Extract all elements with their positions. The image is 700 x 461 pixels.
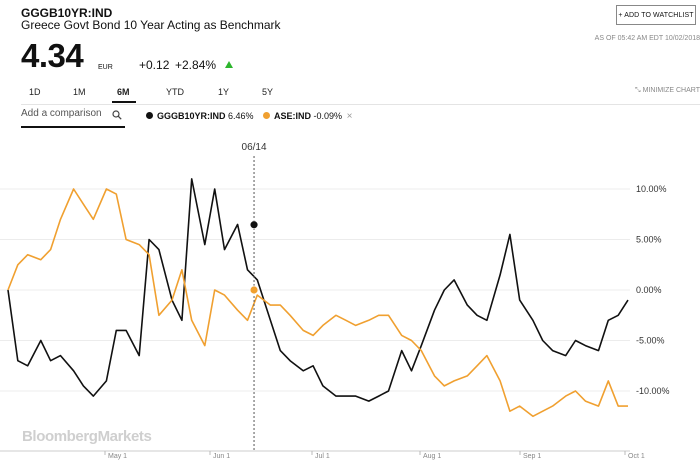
minimize-chart-label: MINIMIZE CHART	[642, 87, 700, 94]
hover-date-label: 06/14	[242, 142, 267, 153]
as-of-timestamp: AS OF 05:42 AM EDT 10/02/2018	[594, 35, 700, 42]
comparison-search-input[interactable]: Add a comparison	[21, 108, 125, 128]
ticker-symbol: GGGB10YR:IND	[21, 6, 113, 20]
hover-marker	[249, 285, 259, 295]
tabs-divider	[21, 104, 700, 105]
minimize-chart-button[interactable]: ⤡ MINIMIZE CHART	[635, 87, 700, 95]
search-icon[interactable]	[112, 110, 122, 120]
security-name: Greece Govt Bond 10 Year Acting as Bench…	[21, 18, 281, 32]
legend-series-name: ASE:IND	[274, 111, 312, 121]
hover-marker	[249, 220, 259, 230]
y-tick-label: -10.00%	[636, 386, 670, 396]
y-tick-label: 10.00%	[636, 184, 667, 194]
legend-item-ase: ASE:IND -0.09% ×	[263, 111, 352, 122]
range-tab-1d[interactable]: 1D	[29, 87, 41, 97]
series-line-ase-ind	[7, 188, 628, 418]
x-tick-label: Aug 1	[423, 453, 441, 460]
active-range-indicator	[112, 101, 136, 103]
range-tab-5y[interactable]: 5Y	[262, 87, 274, 97]
minimize-icon: ⤡	[635, 87, 643, 94]
legend-series-name: GGGB10YR:IND	[157, 111, 226, 121]
add-to-watchlist-button[interactable]: + ADD TO WATCHLIST	[616, 5, 696, 25]
y-tick-label: 0.00%	[636, 285, 662, 295]
range-tab-1m[interactable]: 1M	[73, 87, 86, 97]
series-line-gggb10yr-ind	[7, 178, 629, 402]
y-tick-label: 5.00%	[636, 235, 662, 245]
price-change: +0.12	[139, 58, 170, 72]
x-tick-label: Oct 1	[628, 453, 645, 460]
x-tick-label: Sep 1	[523, 453, 541, 460]
legend-series-value: -0.09%	[313, 111, 343, 121]
range-tab-6m[interactable]: 6M	[117, 87, 130, 97]
series-dot-icon	[263, 112, 270, 119]
bloomberg-markets-logo: BloombergMarkets	[22, 428, 152, 445]
remove-comparison-icon[interactable]: ×	[346, 111, 353, 122]
price-currency: EUR	[98, 64, 113, 71]
x-tick-label: Jul 1	[315, 453, 330, 460]
arrow-up-icon	[225, 61, 233, 68]
x-tick-label: May 1	[108, 453, 127, 460]
series-dot-icon	[146, 112, 153, 119]
range-tab-ytd[interactable]: YTD	[166, 87, 184, 97]
y-tick-label: -5.00%	[636, 336, 665, 346]
legend-item-gggb10yr: GGGB10YR:IND 6.46%	[146, 111, 254, 121]
price-change-percent: +2.84%	[175, 58, 217, 72]
range-tab-1y[interactable]: 1Y	[218, 87, 230, 97]
price-value: 4.34	[21, 37, 84, 74]
x-tick-label: Jun 1	[213, 453, 230, 460]
legend-series-value: 6.46%	[228, 111, 254, 121]
